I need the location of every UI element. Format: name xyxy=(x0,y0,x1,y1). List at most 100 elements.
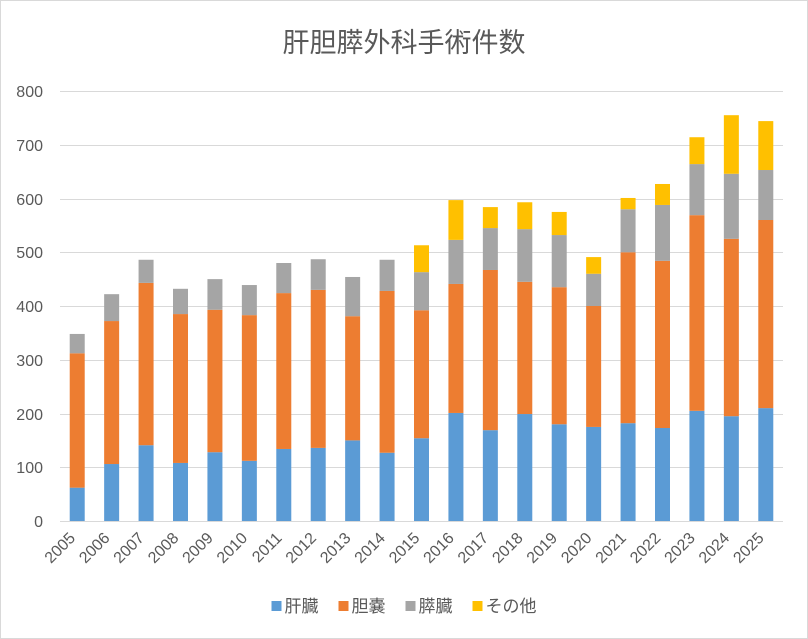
bar-segment-2007-series-2 xyxy=(138,282,154,446)
legend-swatch xyxy=(405,601,416,611)
bar-segment-2005-series-3 xyxy=(69,333,85,354)
y-tick-label: 500 xyxy=(16,245,43,262)
bar-segment-2006-series-2 xyxy=(104,321,120,465)
bar-segment-2012-series-1 xyxy=(310,447,326,521)
bar-segment-2024-series-3 xyxy=(723,173,739,239)
bar-segment-2022-series-4 xyxy=(655,183,670,205)
bar-segment-2017-series-4 xyxy=(482,207,498,229)
bar-segment-2021-series-3 xyxy=(620,209,636,253)
bar-segment-2013-series-1 xyxy=(345,440,361,521)
bar-segment-2024-series-4 xyxy=(723,115,739,174)
legend: 肝臓 胆嚢 膵臓 その他 xyxy=(271,597,537,617)
bar-segment-2019-series-2 xyxy=(551,287,567,425)
bar-segment-2010-series-2 xyxy=(241,315,257,461)
bar-segment-2019-series-4 xyxy=(551,211,567,236)
bar-segment-2015-series-4 xyxy=(414,245,429,273)
legend-label: 肝臓 xyxy=(285,597,319,617)
bar-segment-2022-series-3 xyxy=(655,204,670,261)
bar-segment-2023-series-4 xyxy=(689,137,705,165)
legend-label: 膵臓 xyxy=(419,597,453,617)
bar-segment-2023-series-2 xyxy=(689,215,705,411)
bar-segment-2008-series-2 xyxy=(173,314,188,463)
y-tick-label: 800 xyxy=(16,84,43,101)
bar-segment-2013-series-2 xyxy=(345,316,361,441)
y-axis: 0 100 200 300 400 500 600 700 800 xyxy=(16,84,43,531)
bar-segment-2016-series-4 xyxy=(448,200,464,240)
bar-segment-2005-series-1 xyxy=(69,487,85,521)
bar-segment-2024-series-1 xyxy=(723,416,739,521)
bar-segment-2011-series-1 xyxy=(276,448,292,521)
bar-segment-2022-series-2 xyxy=(655,260,670,429)
legend-item: 胆嚢 xyxy=(338,597,386,617)
bar-segment-2018-series-2 xyxy=(517,281,533,415)
bar-segment-2015-series-3 xyxy=(414,272,429,311)
bar-segment-2010-series-1 xyxy=(241,460,257,521)
bar-segment-2006-series-3 xyxy=(104,294,120,322)
bar-segment-2023-series-1 xyxy=(689,410,705,521)
bar-segment-2019-series-3 xyxy=(551,235,567,288)
bar-segment-2019-series-1 xyxy=(551,424,567,521)
bar-segment-2024-series-2 xyxy=(723,238,739,417)
bar-segment-2009-series-2 xyxy=(207,309,223,453)
legend-item: その他 xyxy=(472,597,537,617)
bar-segment-2006-series-1 xyxy=(104,464,120,521)
bar-segment-2021-series-4 xyxy=(620,197,636,210)
legend-swatch xyxy=(271,601,282,611)
bar-segment-2023-series-3 xyxy=(689,164,705,216)
bar-segment-2022-series-1 xyxy=(655,428,670,521)
bar-segment-2021-series-1 xyxy=(620,423,636,521)
bar-segment-2017-series-3 xyxy=(482,228,498,270)
bar-segment-2020-series-2 xyxy=(586,306,602,427)
y-tick-label: 0 xyxy=(34,514,43,531)
y-tick-label: 700 xyxy=(16,138,43,155)
bar-segment-2025-series-4 xyxy=(758,121,774,171)
bar-segment-2020-series-1 xyxy=(586,426,602,521)
bar-segment-2009-series-3 xyxy=(207,279,223,310)
bar-segment-2025-series-3 xyxy=(758,170,774,220)
y-tick-label: 600 xyxy=(16,192,43,209)
bar-segment-2010-series-3 xyxy=(241,285,257,316)
bar-series xyxy=(69,115,774,521)
bar-segment-2007-series-3 xyxy=(138,259,154,283)
bar-segment-2014-series-1 xyxy=(379,452,395,521)
bar-segment-2018-series-3 xyxy=(517,229,533,282)
bar-segment-2013-series-3 xyxy=(345,276,361,317)
bar-segment-2025-series-2 xyxy=(758,220,774,409)
bar-segment-2012-series-3 xyxy=(310,259,326,290)
bar-segment-2018-series-1 xyxy=(517,414,533,521)
bar-segment-2011-series-2 xyxy=(276,293,292,449)
bar-segment-2007-series-1 xyxy=(138,445,154,521)
bar-segment-2011-series-3 xyxy=(276,263,292,294)
bar-segment-2015-series-1 xyxy=(414,438,429,521)
legend-item: 膵臓 xyxy=(405,597,453,617)
y-tick-label: 200 xyxy=(16,407,43,424)
bar-segment-2009-series-1 xyxy=(207,452,223,521)
bar-segment-2025-series-1 xyxy=(758,408,774,521)
bar-segment-2016-series-2 xyxy=(448,283,464,413)
y-tick-label: 100 xyxy=(16,460,43,477)
bar-segment-2005-series-2 xyxy=(69,353,85,488)
legend-item: 肝臓 xyxy=(271,597,319,617)
legend-label: その他 xyxy=(486,597,537,617)
legend-swatch xyxy=(338,601,349,611)
bar-segment-2014-series-3 xyxy=(379,259,395,291)
bar-segment-2017-series-2 xyxy=(482,269,498,431)
bar-segment-2012-series-2 xyxy=(310,289,326,448)
y-tick-label: 300 xyxy=(16,353,43,370)
bar-segment-2008-series-1 xyxy=(173,462,188,521)
bar-segment-2008-series-3 xyxy=(173,288,188,315)
legend-swatch xyxy=(472,601,483,611)
bar-segment-2015-series-2 xyxy=(414,310,429,439)
bar-segment-2014-series-2 xyxy=(379,290,395,453)
bar-segment-2020-series-4 xyxy=(586,257,602,274)
bar-segment-2017-series-1 xyxy=(482,430,498,521)
bar-segment-2016-series-3 xyxy=(448,239,464,284)
bar-segment-2020-series-3 xyxy=(586,273,602,306)
y-tick-label: 400 xyxy=(16,299,43,316)
bar-segment-2021-series-2 xyxy=(620,252,636,424)
bar-segment-2018-series-4 xyxy=(517,202,533,230)
chart-title: 肝胆膵外科手術件数 xyxy=(283,28,526,59)
legend-label: 胆嚢 xyxy=(352,597,386,617)
